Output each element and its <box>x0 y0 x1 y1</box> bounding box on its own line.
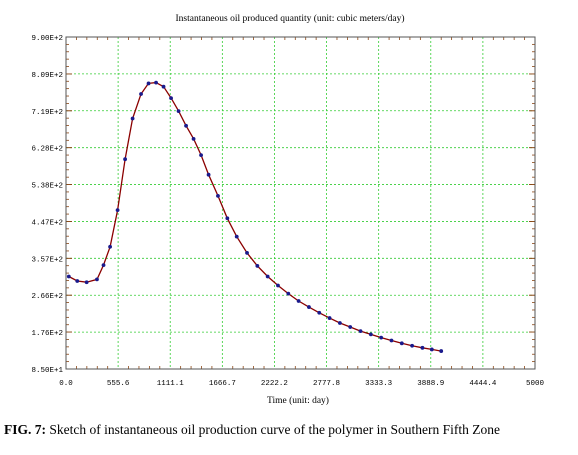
data-point <box>206 172 211 177</box>
data-point <box>169 96 173 101</box>
data-point <box>255 264 260 268</box>
grid <box>66 37 535 369</box>
data-point <box>307 305 311 309</box>
data-point <box>234 234 239 239</box>
x-tick-label: 4444.4 <box>469 380 497 388</box>
x-tick-label: 2222.2 <box>261 380 288 388</box>
data-point <box>399 341 404 346</box>
data-point <box>439 349 444 353</box>
x-tick-label: 2777.8 <box>313 380 340 388</box>
data-point <box>146 81 151 86</box>
minor-ticks <box>66 36 535 370</box>
plot-frame <box>65 36 536 370</box>
data-point <box>101 263 106 268</box>
data-point <box>161 84 166 89</box>
series-layer <box>66 80 444 353</box>
data-point <box>368 332 373 337</box>
y-tick-label: 9.00E+2 <box>31 35 63 43</box>
x-tick-label: 1111.1 <box>157 380 185 388</box>
data-point <box>66 274 71 279</box>
data-point <box>410 343 415 348</box>
y-tick-label: 4.47E+2 <box>31 219 63 227</box>
data-point <box>75 279 80 283</box>
data-point <box>95 277 99 282</box>
data-point <box>139 92 143 96</box>
data-point <box>358 329 363 334</box>
x-tick-label: 3888.9 <box>417 380 444 388</box>
data-point <box>84 280 89 285</box>
data-point <box>327 316 332 320</box>
data-point <box>420 345 425 350</box>
chart-title: Instantaneous oil produced quantity (uni… <box>176 13 405 24</box>
data-point <box>389 338 394 343</box>
figure-caption-label: FIG. 7: <box>4 422 46 437</box>
data-point <box>276 283 280 288</box>
x-tick-labels: 0.0 555.6 1111.1 1666.7 2222.2 2777.8 3333.3 38… <box>59 380 544 388</box>
data-point <box>245 251 249 255</box>
y-tick-label: 7.19E+2 <box>31 109 63 117</box>
data-point <box>337 321 342 325</box>
data-point <box>379 335 384 340</box>
y-tick-label: 8.09E+2 <box>31 72 63 80</box>
data-point <box>191 136 196 141</box>
data-point <box>130 116 135 121</box>
line-chart: Instantaneous oil produced quantity (uni… <box>31 13 544 406</box>
figure-caption: FIG. 7: Sketch of instantaneous oil prod… <box>4 422 576 438</box>
data-point <box>115 208 120 213</box>
data-point <box>108 244 112 249</box>
y-tick-label: 6.28E+2 <box>31 146 63 154</box>
series-line <box>68 81 442 352</box>
data-point <box>265 274 270 279</box>
data-point <box>348 325 353 329</box>
y-tick-label: 2.66E+2 <box>31 293 63 301</box>
data-point <box>317 310 322 315</box>
y-tick-label: 3.57E+2 <box>31 256 63 264</box>
data-point <box>296 299 301 303</box>
data-point <box>154 80 158 85</box>
data-point <box>199 153 203 158</box>
data-point <box>225 216 230 221</box>
data-point <box>429 347 434 352</box>
y-tick-label: 8.50E+1 <box>31 367 63 375</box>
x-axis-title: Time (unit: day) <box>267 395 329 406</box>
figure-caption-text: Sketch of instantaneous oil production c… <box>49 422 501 437</box>
x-tick-label: 0.0 <box>59 380 73 388</box>
data-point <box>176 109 181 114</box>
y-tick-label: 1.76E+2 <box>31 330 63 338</box>
data-point <box>286 291 291 296</box>
x-tick-label: 555.6 <box>107 380 130 388</box>
data-point <box>123 157 127 162</box>
y-tick-label: 5.38E+2 <box>31 183 63 191</box>
x-tick-label: 5000 <box>526 380 545 388</box>
x-tick-label: 3333.3 <box>365 380 393 388</box>
y-tick-labels: 8.50E+1 1.76E+2 2.66E+2 3.57E+2 4.47E+2 5.38E… <box>31 35 63 375</box>
data-point <box>184 123 188 128</box>
data-point <box>216 193 220 198</box>
x-tick-label: 1666.7 <box>209 380 236 388</box>
